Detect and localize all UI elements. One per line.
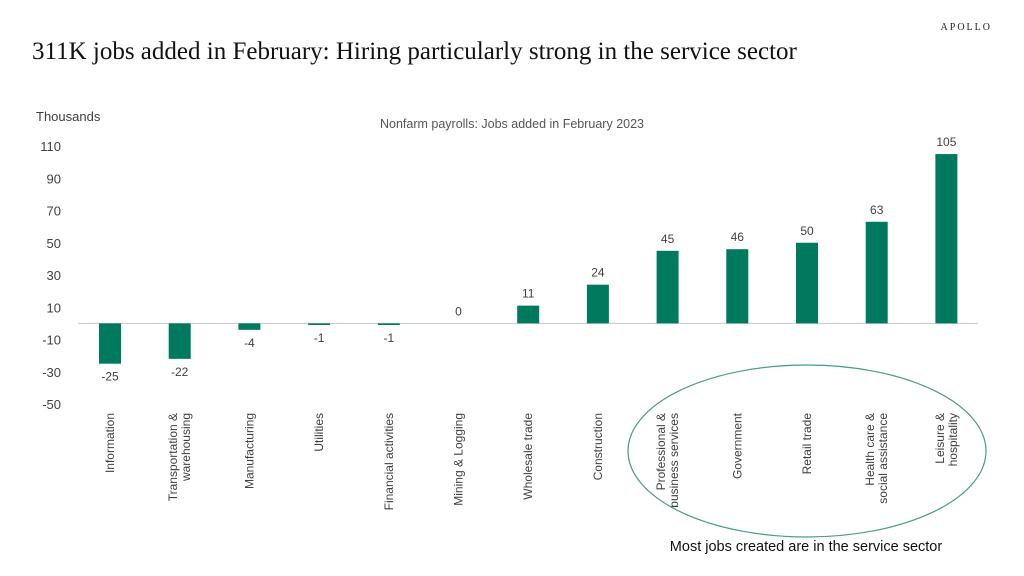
data-label: -1 (314, 331, 325, 345)
x-tick-label: Government (730, 412, 744, 479)
x-tick-label-line: Wholesale trade (521, 413, 535, 500)
x-tick-label: Construction (591, 413, 605, 480)
x-tick-label-line: Government (730, 412, 744, 479)
data-label: 45 (661, 232, 675, 246)
data-label: 50 (800, 224, 814, 238)
x-tick-label: Utilities (312, 413, 326, 452)
chart-subtitle: Nonfarm payrolls: Jobs added in February… (380, 117, 644, 131)
x-tick-label-line: warehousing (179, 413, 193, 482)
bar (517, 305, 540, 324)
x-tick-label-line: business services (667, 413, 681, 508)
data-label: -22 (171, 365, 189, 379)
data-label: 46 (731, 230, 745, 244)
y-tick-label: 110 (40, 139, 61, 154)
y-tick-label: 90 (47, 171, 61, 186)
y-tick-label: -30 (42, 365, 61, 380)
bar (935, 154, 958, 324)
x-tick-label: Leisure &hospitality (933, 413, 960, 466)
bar (726, 249, 749, 324)
data-label: -4 (244, 336, 255, 350)
bar (168, 323, 191, 359)
x-tick-label: Professional &business services (654, 413, 681, 508)
y-tick-label: 50 (47, 236, 61, 251)
x-tick-label-line: hospitality (946, 413, 960, 466)
bar (586, 284, 609, 324)
bar (308, 323, 331, 325)
x-tick-label: Information (103, 413, 117, 473)
y-tick-label: -10 (42, 333, 61, 348)
bar (99, 323, 121, 364)
x-tick-label-line: Utilities (312, 413, 326, 452)
data-label: 0 (455, 304, 462, 318)
bar (796, 242, 818, 324)
x-tick-label: Retail trade (800, 413, 814, 475)
x-tick-label-line: Information (103, 413, 117, 473)
bar (238, 323, 261, 330)
y-tick-label: 30 (47, 268, 61, 283)
x-tick-label: Mining & Logging (452, 413, 466, 506)
bar (865, 221, 888, 324)
x-tick-label-line: social assistance (876, 413, 890, 504)
x-tick-label-line: Manufacturing (242, 413, 256, 489)
x-tick-label: Financial activities (382, 413, 396, 510)
data-label: 105 (936, 135, 956, 149)
x-tick-label: Wholesale trade (521, 413, 535, 500)
bar (377, 323, 400, 325)
x-tick-label: Health care &social assistance (863, 413, 890, 504)
data-label: 11 (522, 287, 535, 301)
page-title: 311K jobs added in February: Hiring part… (32, 38, 797, 65)
x-tick-label-line: Construction (591, 413, 605, 480)
brand-logo-text: APOLLO (940, 22, 992, 33)
x-tick-label-line: Professional & (654, 413, 668, 490)
data-label: -25 (101, 370, 119, 384)
y-tick-label: 70 (47, 204, 61, 219)
x-tick-label: Transportation &warehousing (166, 413, 193, 501)
x-tick-label-line: Transportation & (166, 413, 180, 501)
x-tick-label: Manufacturing (242, 413, 256, 489)
x-tick-label-line: Financial activities (382, 413, 396, 510)
x-tick-label-line: Health care & (863, 413, 877, 486)
annotation-text: Most jobs created are in the service sec… (670, 539, 943, 555)
x-tick-label-line: Retail trade (800, 413, 814, 475)
data-label: -1 (383, 331, 394, 345)
y-tick-label: 10 (47, 300, 61, 315)
y-tick-label: -50 (42, 397, 61, 412)
bar (656, 250, 679, 324)
x-tick-label-line: Leisure & (933, 413, 947, 464)
y-axis-label: Thousands (36, 109, 101, 124)
data-label: 63 (870, 203, 884, 217)
annotation-ellipse (627, 364, 987, 538)
data-label: 24 (591, 266, 605, 280)
x-tick-label-line: Mining & Logging (452, 413, 466, 506)
